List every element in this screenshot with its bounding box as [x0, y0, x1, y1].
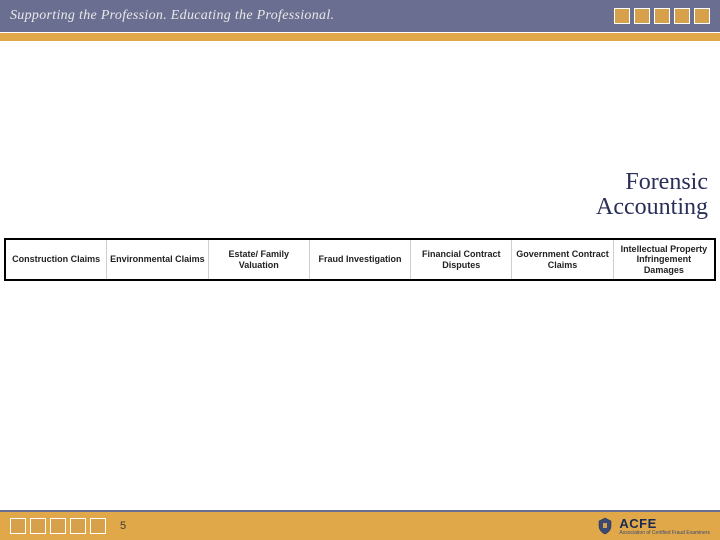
crest-icon [597, 517, 613, 535]
square-icon [694, 8, 710, 24]
title-line1: Forensic [596, 170, 708, 195]
header-bar: Supporting the Profession. Educating the… [0, 0, 720, 32]
acfe-logo: ACFE Association of Certified Fraud Exam… [597, 516, 710, 536]
square-icon [30, 518, 46, 534]
logo-text-block: ACFE Association of Certified Fraud Exam… [619, 516, 710, 536]
logo-text: ACFE [619, 516, 656, 531]
page-number: 5 [120, 520, 126, 532]
header-decorative-squares [614, 8, 710, 24]
slide-content: Forensic Accounting Construction Claims … [0, 42, 720, 510]
square-icon [654, 8, 670, 24]
square-icon [70, 518, 86, 534]
footer-decorative-squares [10, 518, 106, 534]
category-cell: Fraud Investigation [310, 240, 411, 279]
square-icon [634, 8, 650, 24]
square-icon [614, 8, 630, 24]
category-cell: Intellectual Property Infringement Damag… [614, 240, 714, 279]
footer-left: 5 [10, 518, 126, 534]
title-line2: Accounting [596, 195, 708, 220]
gold-stripe [0, 32, 720, 42]
category-cell: Government Contract Claims [512, 240, 613, 279]
square-icon [674, 8, 690, 24]
footer-bar: 5 ACFE Association of Certified Fraud Ex… [0, 510, 720, 540]
categories-strip: Construction Claims Environmental Claims… [4, 238, 716, 281]
square-icon [50, 518, 66, 534]
square-icon [90, 518, 106, 534]
logo-tagline: Association of Certified Fraud Examiners [619, 530, 710, 536]
category-cell: Construction Claims [6, 240, 107, 279]
header-tagline: Supporting the Profession. Educating the… [10, 8, 334, 24]
category-cell: Financial Contract Disputes [411, 240, 512, 279]
slide-title: Forensic Accounting [596, 170, 708, 220]
category-cell: Estate/ Family Valuation [209, 240, 310, 279]
category-cell: Environmental Claims [107, 240, 208, 279]
square-icon [10, 518, 26, 534]
